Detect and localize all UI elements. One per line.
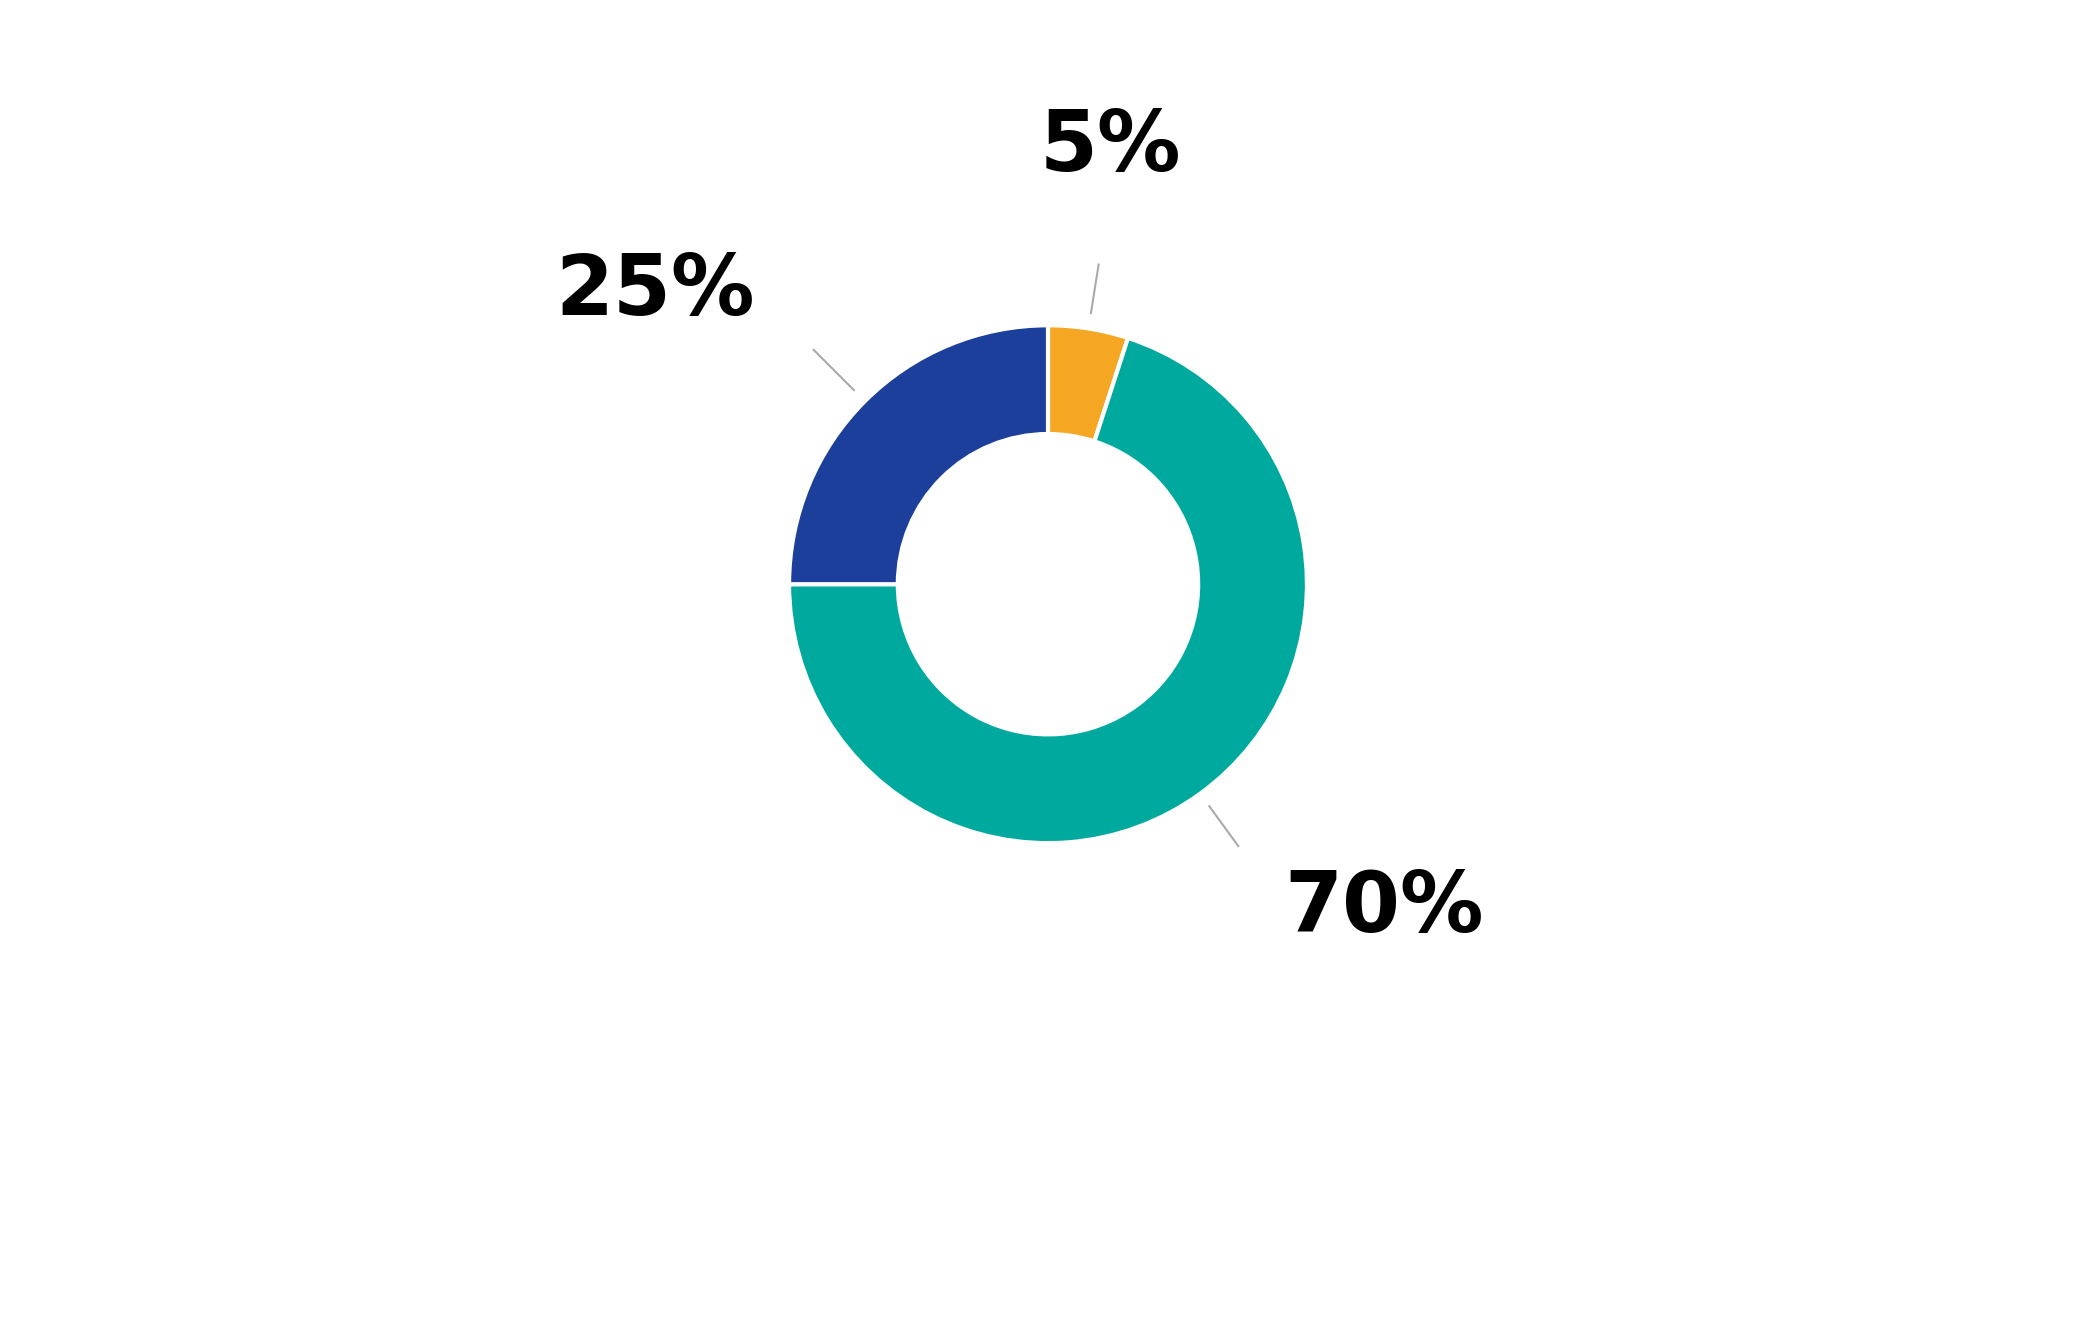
- Wedge shape: [1048, 325, 1128, 442]
- Text: 70%: 70%: [1285, 868, 1484, 949]
- Wedge shape: [788, 338, 1308, 843]
- Text: 25%: 25%: [555, 251, 755, 332]
- Text: 5%: 5%: [1040, 106, 1182, 188]
- Wedge shape: [788, 325, 1048, 584]
